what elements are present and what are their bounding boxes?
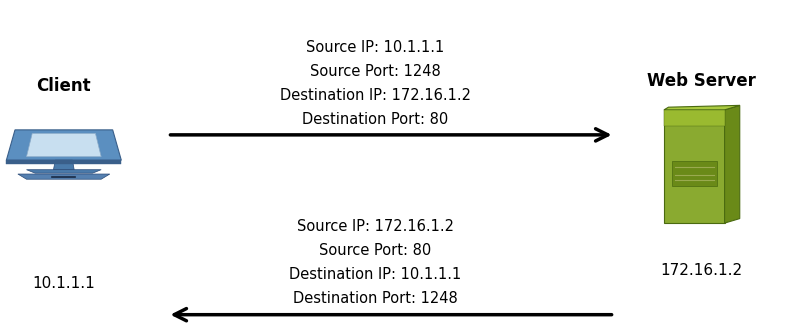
Text: Source IP: 172.16.1.2: Source IP: 172.16.1.2 xyxy=(297,219,453,234)
Polygon shape xyxy=(18,174,110,179)
Text: Web Server: Web Server xyxy=(647,72,757,90)
Text: Destination IP: 172.16.1.2: Destination IP: 172.16.1.2 xyxy=(279,88,471,103)
Text: 10.1.1.1: 10.1.1.1 xyxy=(33,276,95,291)
Polygon shape xyxy=(6,160,121,164)
Text: Client: Client xyxy=(37,77,91,95)
Polygon shape xyxy=(664,110,725,223)
Polygon shape xyxy=(26,170,101,173)
Polygon shape xyxy=(664,110,725,126)
Text: Destination Port: 80: Destination Port: 80 xyxy=(302,112,448,127)
Text: Source Port: 1248: Source Port: 1248 xyxy=(310,64,440,79)
Text: Source IP: 10.1.1.1: Source IP: 10.1.1.1 xyxy=(306,40,444,55)
Polygon shape xyxy=(672,161,717,186)
Text: Destination Port: 1248: Destination Port: 1248 xyxy=(293,291,457,306)
Polygon shape xyxy=(26,133,101,157)
Polygon shape xyxy=(725,105,740,223)
Text: 172.16.1.2: 172.16.1.2 xyxy=(661,263,743,278)
Polygon shape xyxy=(6,130,121,160)
Polygon shape xyxy=(664,105,740,110)
Polygon shape xyxy=(53,160,74,170)
Text: Source Port: 80: Source Port: 80 xyxy=(319,243,431,258)
Text: Destination IP: 10.1.1.1: Destination IP: 10.1.1.1 xyxy=(289,267,461,282)
